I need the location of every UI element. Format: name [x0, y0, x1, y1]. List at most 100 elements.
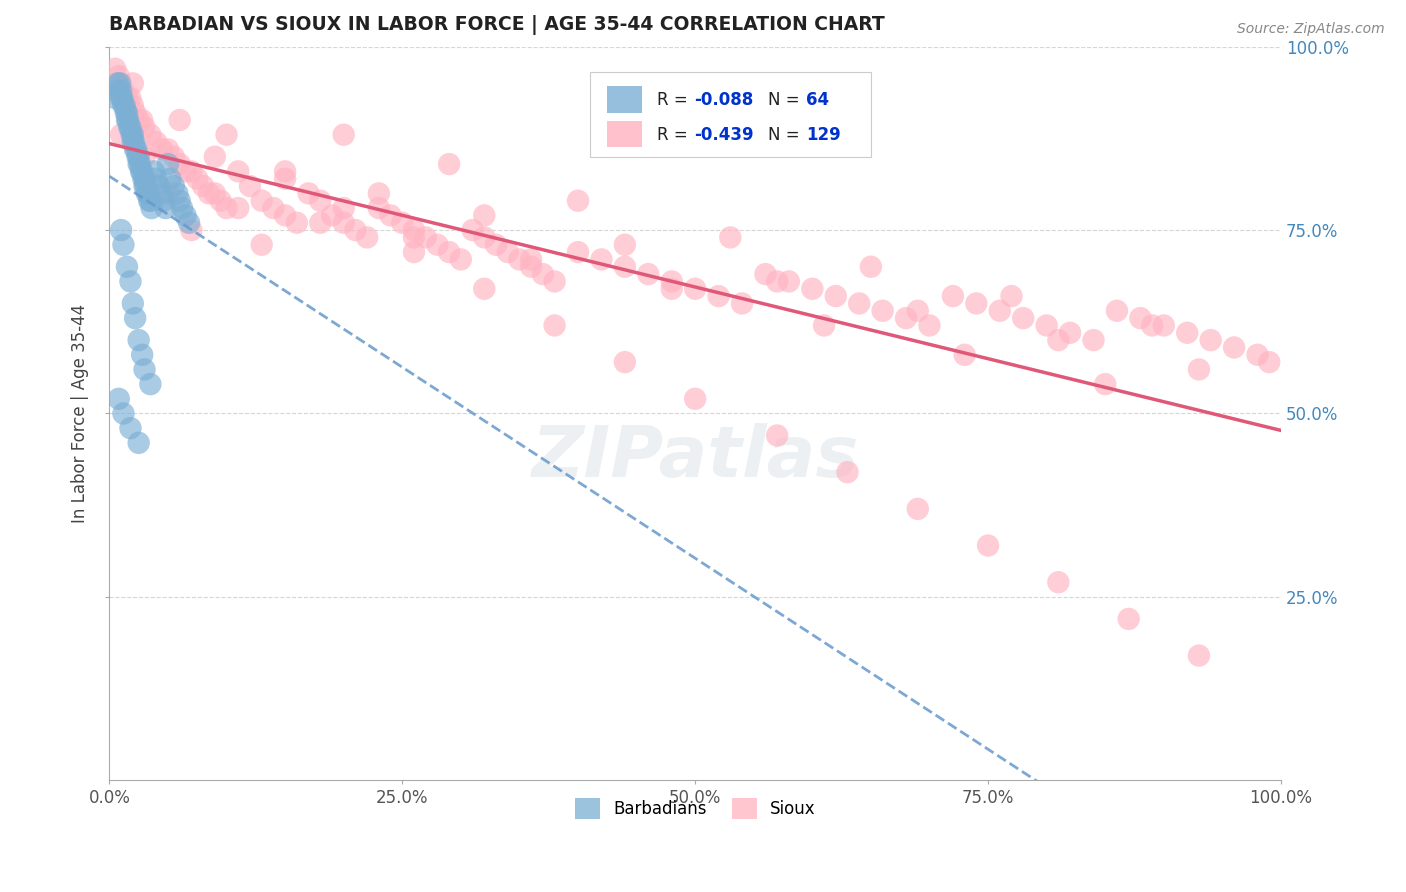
Point	[120, 91, 142, 105]
Point	[128, 435, 150, 450]
Point	[139, 194, 162, 208]
Point	[309, 216, 332, 230]
Point	[1105, 303, 1128, 318]
Text: R =: R =	[657, 126, 688, 144]
Point	[114, 105, 136, 120]
Point	[426, 237, 449, 252]
Point	[131, 164, 153, 178]
Point	[274, 208, 297, 222]
Point	[367, 186, 389, 201]
Point	[942, 289, 965, 303]
Point	[239, 179, 262, 194]
Point	[367, 201, 389, 215]
Point	[472, 282, 495, 296]
Point	[837, 465, 859, 479]
Point	[778, 275, 800, 289]
Point	[520, 260, 543, 274]
Point	[591, 252, 613, 267]
Text: 64: 64	[807, 91, 830, 109]
Point	[297, 186, 319, 201]
Point	[1129, 311, 1152, 326]
Point	[112, 84, 135, 98]
Point	[988, 303, 1011, 318]
Point	[104, 91, 127, 105]
Point	[543, 318, 565, 333]
Point	[344, 223, 367, 237]
Point	[142, 164, 165, 178]
Point	[110, 128, 132, 142]
Point	[1246, 348, 1268, 362]
Point	[461, 223, 484, 237]
Point	[134, 171, 156, 186]
Point	[894, 311, 917, 326]
Point	[872, 303, 894, 318]
FancyBboxPatch shape	[589, 72, 870, 157]
Point	[138, 194, 160, 208]
Point	[1059, 326, 1081, 340]
Point	[121, 76, 143, 90]
Point	[380, 208, 402, 222]
Point	[226, 164, 249, 178]
Point	[121, 128, 143, 142]
Point	[110, 223, 132, 237]
Point	[766, 275, 789, 289]
Point	[114, 98, 136, 112]
Point	[1188, 362, 1211, 376]
Point	[250, 237, 273, 252]
Point	[148, 179, 170, 194]
Point	[174, 208, 197, 222]
Point	[134, 179, 156, 194]
Point	[356, 230, 378, 244]
Point	[120, 421, 142, 435]
Point	[104, 62, 127, 76]
Bar	[607, 120, 643, 147]
Point	[111, 91, 134, 105]
Point	[1223, 341, 1246, 355]
Point	[215, 201, 238, 215]
Text: 129: 129	[807, 126, 841, 144]
Point	[204, 150, 226, 164]
Point	[766, 428, 789, 442]
Point	[907, 303, 929, 318]
Point	[472, 208, 495, 222]
Point	[1047, 575, 1070, 590]
Point	[112, 237, 135, 252]
Point	[135, 186, 157, 201]
Point	[1258, 355, 1281, 369]
Point	[813, 318, 835, 333]
Point	[472, 230, 495, 244]
Point	[450, 252, 472, 267]
Text: ZIPatlas: ZIPatlas	[531, 423, 859, 492]
Point	[145, 135, 167, 149]
Point	[274, 164, 297, 178]
Point	[309, 194, 332, 208]
Point	[191, 179, 214, 194]
Point	[754, 267, 776, 281]
Point	[262, 201, 284, 215]
Point	[415, 230, 437, 244]
Point	[108, 76, 131, 90]
Point	[1094, 377, 1116, 392]
Point	[107, 392, 129, 406]
Point	[918, 318, 941, 333]
Point	[332, 201, 354, 215]
Point	[174, 164, 197, 178]
Text: BARBADIAN VS SIOUX IN LABOR FORCE | AGE 35-44 CORRELATION CHART: BARBADIAN VS SIOUX IN LABOR FORCE | AGE …	[110, 15, 886, 35]
Point	[136, 186, 159, 201]
Point	[131, 348, 153, 362]
Text: Source: ZipAtlas.com: Source: ZipAtlas.com	[1237, 22, 1385, 37]
Point	[567, 194, 589, 208]
Point	[613, 237, 636, 252]
Text: N =: N =	[768, 91, 800, 109]
Text: -0.439: -0.439	[695, 126, 754, 144]
Point	[1047, 333, 1070, 347]
Point	[112, 98, 135, 112]
Point	[163, 179, 186, 194]
Point	[129, 164, 152, 178]
Point	[128, 333, 150, 347]
Point	[131, 113, 153, 128]
Point	[1035, 318, 1057, 333]
Point	[661, 282, 683, 296]
Point	[115, 105, 138, 120]
Point	[707, 289, 730, 303]
